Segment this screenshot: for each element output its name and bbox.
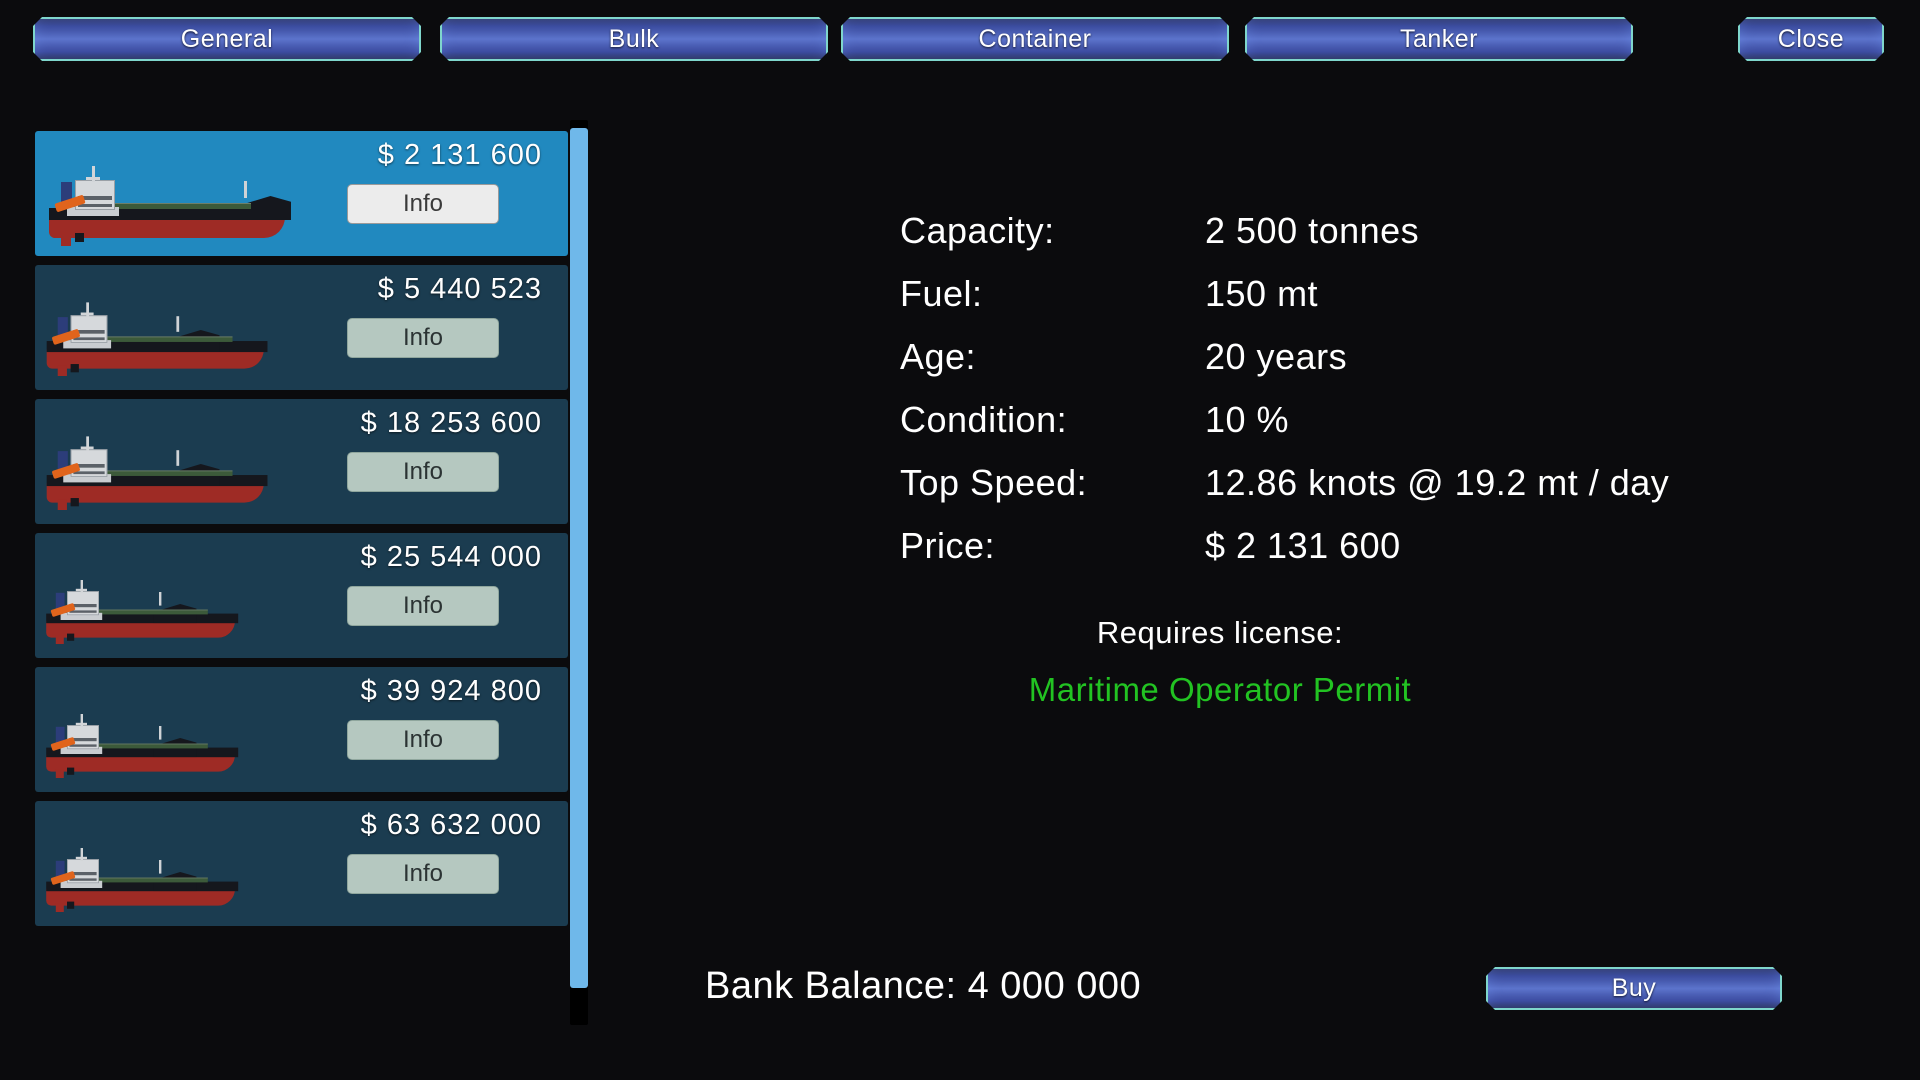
- license-name: Maritime Operator Permit: [1028, 671, 1412, 708]
- spec-row-condition: Condition: 10 %: [900, 399, 1840, 462]
- tab-container[interactable]: Container: [841, 17, 1229, 61]
- buy-button[interactable]: Buy: [1486, 967, 1782, 1010]
- spec-label: Top Speed:: [900, 462, 1088, 503]
- spec-row-price: Price: $ 2 131 600: [900, 525, 1840, 588]
- spec-value: 2 500 tonnes: [1205, 210, 1420, 251]
- ship-detail-panel: Capacity: 2 500 tonnes Fuel: 150 mt Age:…: [900, 210, 1840, 588]
- ship-list-scrollbar-thumb[interactable]: [570, 128, 588, 988]
- ship-list-item[interactable]: $ 25 544 000 Info: [35, 533, 568, 658]
- spec-value: 12.86 knots @ 19.2 mt / day: [1205, 462, 1670, 503]
- tab-tanker[interactable]: Tanker: [1245, 17, 1633, 61]
- ship-price: $ 5 440 523: [377, 273, 542, 305]
- ship-list-item[interactable]: $ 63 632 000 Info: [35, 801, 568, 926]
- ship-price: $ 25 544 000: [360, 541, 542, 573]
- top-tab-bar: General Bulk Container Tanker Close: [0, 0, 1920, 80]
- license-requirement: Requires license: Maritime Operator Perm…: [900, 615, 1540, 709]
- ship-list-item[interactable]: $ 5 440 523 Info: [35, 265, 568, 390]
- ship-list-item[interactable]: $ 2 131 600 Info: [35, 131, 568, 256]
- bank-balance: Bank Balance: 4 000 000: [705, 965, 1142, 1007]
- spec-label: Condition:: [900, 399, 1068, 440]
- spec-value: 150 mt: [1205, 273, 1319, 314]
- spec-value: $ 2 131 600: [1205, 525, 1401, 566]
- ship-sprite: [45, 166, 307, 246]
- ship-list[interactable]: $ 2 131 600 Info $ 5 440 523 Info $ 18 2…: [0, 120, 600, 1025]
- spec-label: Age:: [900, 336, 977, 377]
- spec-value: 10 %: [1205, 399, 1290, 440]
- tab-bulk[interactable]: Bulk: [440, 17, 828, 61]
- spec-row-fuel: Fuel: 150 mt: [900, 273, 1840, 336]
- spec-row-capacity: Capacity: 2 500 tonnes: [900, 210, 1840, 273]
- spec-label: Price:: [900, 525, 996, 566]
- info-button[interactable]: Info: [347, 720, 499, 760]
- license-heading: Requires license:: [1096, 615, 1344, 650]
- ship-price: $ 63 632 000: [360, 809, 542, 841]
- ship-sprite: [43, 436, 268, 510]
- ship-sprite: [43, 302, 268, 376]
- spec-row-top-speed: Top Speed: 12.86 knots @ 19.2 mt / day: [900, 462, 1840, 525]
- ship-sprite: [43, 848, 239, 912]
- ship-list-item[interactable]: $ 18 253 600 Info: [35, 399, 568, 524]
- close-button[interactable]: Close: [1738, 17, 1884, 61]
- spec-value: 20 years: [1205, 336, 1348, 377]
- ship-sprite: [43, 714, 239, 778]
- spec-label: Fuel:: [900, 273, 983, 314]
- ship-list-item[interactable]: $ 39 924 800 Info: [35, 667, 568, 792]
- ship-price: $ 2 131 600: [377, 139, 542, 171]
- info-button[interactable]: Info: [347, 854, 499, 894]
- info-button[interactable]: Info: [347, 586, 499, 626]
- ship-sprite: [43, 580, 239, 644]
- info-button[interactable]: Info: [347, 184, 499, 224]
- spec-row-age: Age: 20 years: [900, 336, 1840, 399]
- ship-price: $ 18 253 600: [360, 407, 542, 439]
- info-button[interactable]: Info: [347, 452, 499, 492]
- ship-price: $ 39 924 800: [360, 675, 542, 707]
- info-button[interactable]: Info: [347, 318, 499, 358]
- spec-label: Capacity:: [900, 210, 1055, 251]
- tab-general[interactable]: General: [33, 17, 421, 61]
